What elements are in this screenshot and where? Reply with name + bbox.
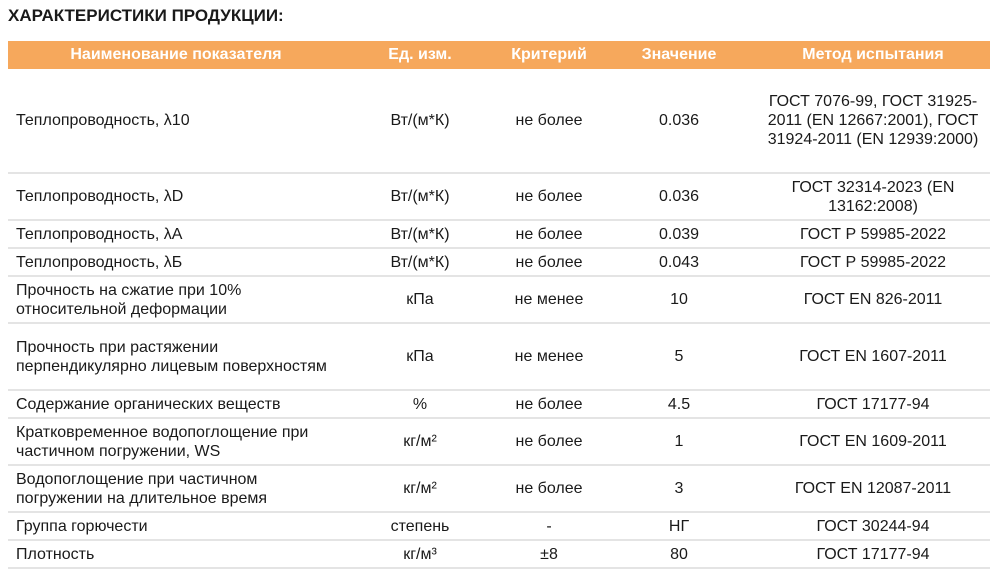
cell-criterion: не менее — [496, 276, 602, 323]
cell-value: 0.036 — [602, 69, 756, 173]
cell-criterion: не более — [496, 173, 602, 220]
table-row: Группа горючести степень - НГ ГОСТ 30244-94 — [8, 512, 990, 540]
table-row: Теплопроводность, λ10 Вт/(м*К) не более 0.0… — [8, 69, 990, 173]
table-row: Теплопроводность, λА Вт/(м*К) не более 0.03… — [8, 220, 990, 248]
cell-value: 3 — [602, 465, 756, 512]
header-unit: Ед. изм. — [344, 41, 496, 69]
cell-unit: % — [344, 390, 496, 418]
cell-unit: Вт/(м*К) — [344, 173, 496, 220]
header-criterion: Критерий — [496, 41, 602, 69]
cell-name: Кратковременное водопоглощение при части… — [8, 418, 344, 465]
cell-method: ГОСТ EN 12087-2011 — [756, 465, 990, 512]
cell-unit: Вт/(м*К) — [344, 220, 496, 248]
cell-name: Плотность — [8, 540, 344, 568]
cell-criterion: не более — [496, 390, 602, 418]
cell-criterion: не более — [496, 465, 602, 512]
cell-value: 0.036 — [602, 173, 756, 220]
cell-value: 0.039 — [602, 220, 756, 248]
cell-unit: Вт/(м*К) — [344, 248, 496, 276]
cell-name: Теплопроводность, λБ — [8, 248, 344, 276]
table-row: Плотность кг/м³ ±8 80 ГОСТ 17177-94 — [8, 540, 990, 568]
cell-method: ГОСТ Р 59985-2022 — [756, 248, 990, 276]
table-row: Водопоглощение при частичном погружении … — [8, 465, 990, 512]
table-body: Теплопроводность, λ10 Вт/(м*К) не более 0.0… — [8, 69, 990, 568]
cell-value: 1 — [602, 418, 756, 465]
cell-value: 5 — [602, 323, 756, 390]
cell-method: ГОСТ Р 59985-2022 — [756, 220, 990, 248]
cell-name: Прочность на сжатие при 10% относительно… — [8, 276, 344, 323]
section-title: ХАРАКТЕРИСТИКИ ПРОДУКЦИИ: — [8, 6, 284, 25]
header-row: Наименование показателя Ед. изм. Критери… — [8, 41, 990, 69]
cell-method: ГОСТ EN 1609-2011 — [756, 418, 990, 465]
cell-method: ГОСТ EN 826-2011 — [756, 276, 990, 323]
cell-unit: кПа — [344, 276, 496, 323]
table-row: Содержание органических веществ% не более… — [8, 390, 990, 418]
cell-unit: кг/м² — [344, 465, 496, 512]
cell-unit: степень — [344, 512, 496, 540]
cell-value: 10 — [602, 276, 756, 323]
cell-criterion: не более — [496, 248, 602, 276]
cell-name: Водопоглощение при частичном погружении … — [8, 465, 344, 512]
cell-criterion: не более — [496, 69, 602, 173]
table-row: Прочность на сжатие при 10% относительно… — [8, 276, 990, 323]
characteristics-table: Наименование показателя Ед. изм. Критери… — [8, 41, 990, 569]
table-header: Наименование показателя Ед. изм. Критери… — [8, 41, 990, 69]
table-row: Теплопроводность, λБ Вт/(м*К) не более 0.04… — [8, 248, 990, 276]
cell-method: ГОСТ 17177-94 — [756, 390, 990, 418]
cell-name: Прочность при растяжении перпендикулярно… — [8, 323, 344, 390]
cell-method: ГОСТ 30244-94 — [756, 512, 990, 540]
cell-criterion: ±8 — [496, 540, 602, 568]
cell-value: 4.5 — [602, 390, 756, 418]
cell-criterion: не более — [496, 220, 602, 248]
cell-value: 80 — [602, 540, 756, 568]
cell-name: Группа горючести — [8, 512, 344, 540]
cell-criterion: не более — [496, 418, 602, 465]
cell-criterion: не менее — [496, 323, 602, 390]
cell-method: ГОСТ 32314-2023 (EN 13162:2008) — [756, 173, 990, 220]
table-row: Теплопроводность, λD Вт/(м*К) не более 0.03… — [8, 173, 990, 220]
table-row: Кратковременное водопоглощение при части… — [8, 418, 990, 465]
cell-method: ГОСТ 17177-94 — [756, 540, 990, 568]
table-row: Прочность при растяжении перпендикулярно… — [8, 323, 990, 390]
cell-name: Теплопроводность, λА — [8, 220, 344, 248]
cell-method: ГОСТ EN 1607-2011 — [756, 323, 990, 390]
cell-name: Содержание органических веществ — [8, 390, 344, 418]
cell-name: Теплопроводность, λ10 — [8, 69, 344, 173]
cell-criterion: - — [496, 512, 602, 540]
header-method: Метод испытания — [756, 41, 990, 69]
header-name: Наименование показателя — [8, 41, 344, 69]
cell-unit: кг/м³ — [344, 540, 496, 568]
cell-method: ГОСТ 7076-99, ГОСТ 31925-2011 (EN 12667:… — [756, 69, 990, 173]
cell-unit: кПа — [344, 323, 496, 390]
cell-name: Теплопроводность, λD — [8, 173, 344, 220]
cell-unit: кг/м² — [344, 418, 496, 465]
header-value: Значение — [602, 41, 756, 69]
cell-value: НГ — [602, 512, 756, 540]
cell-unit: Вт/(м*К) — [344, 69, 496, 173]
cell-value: 0.043 — [602, 248, 756, 276]
